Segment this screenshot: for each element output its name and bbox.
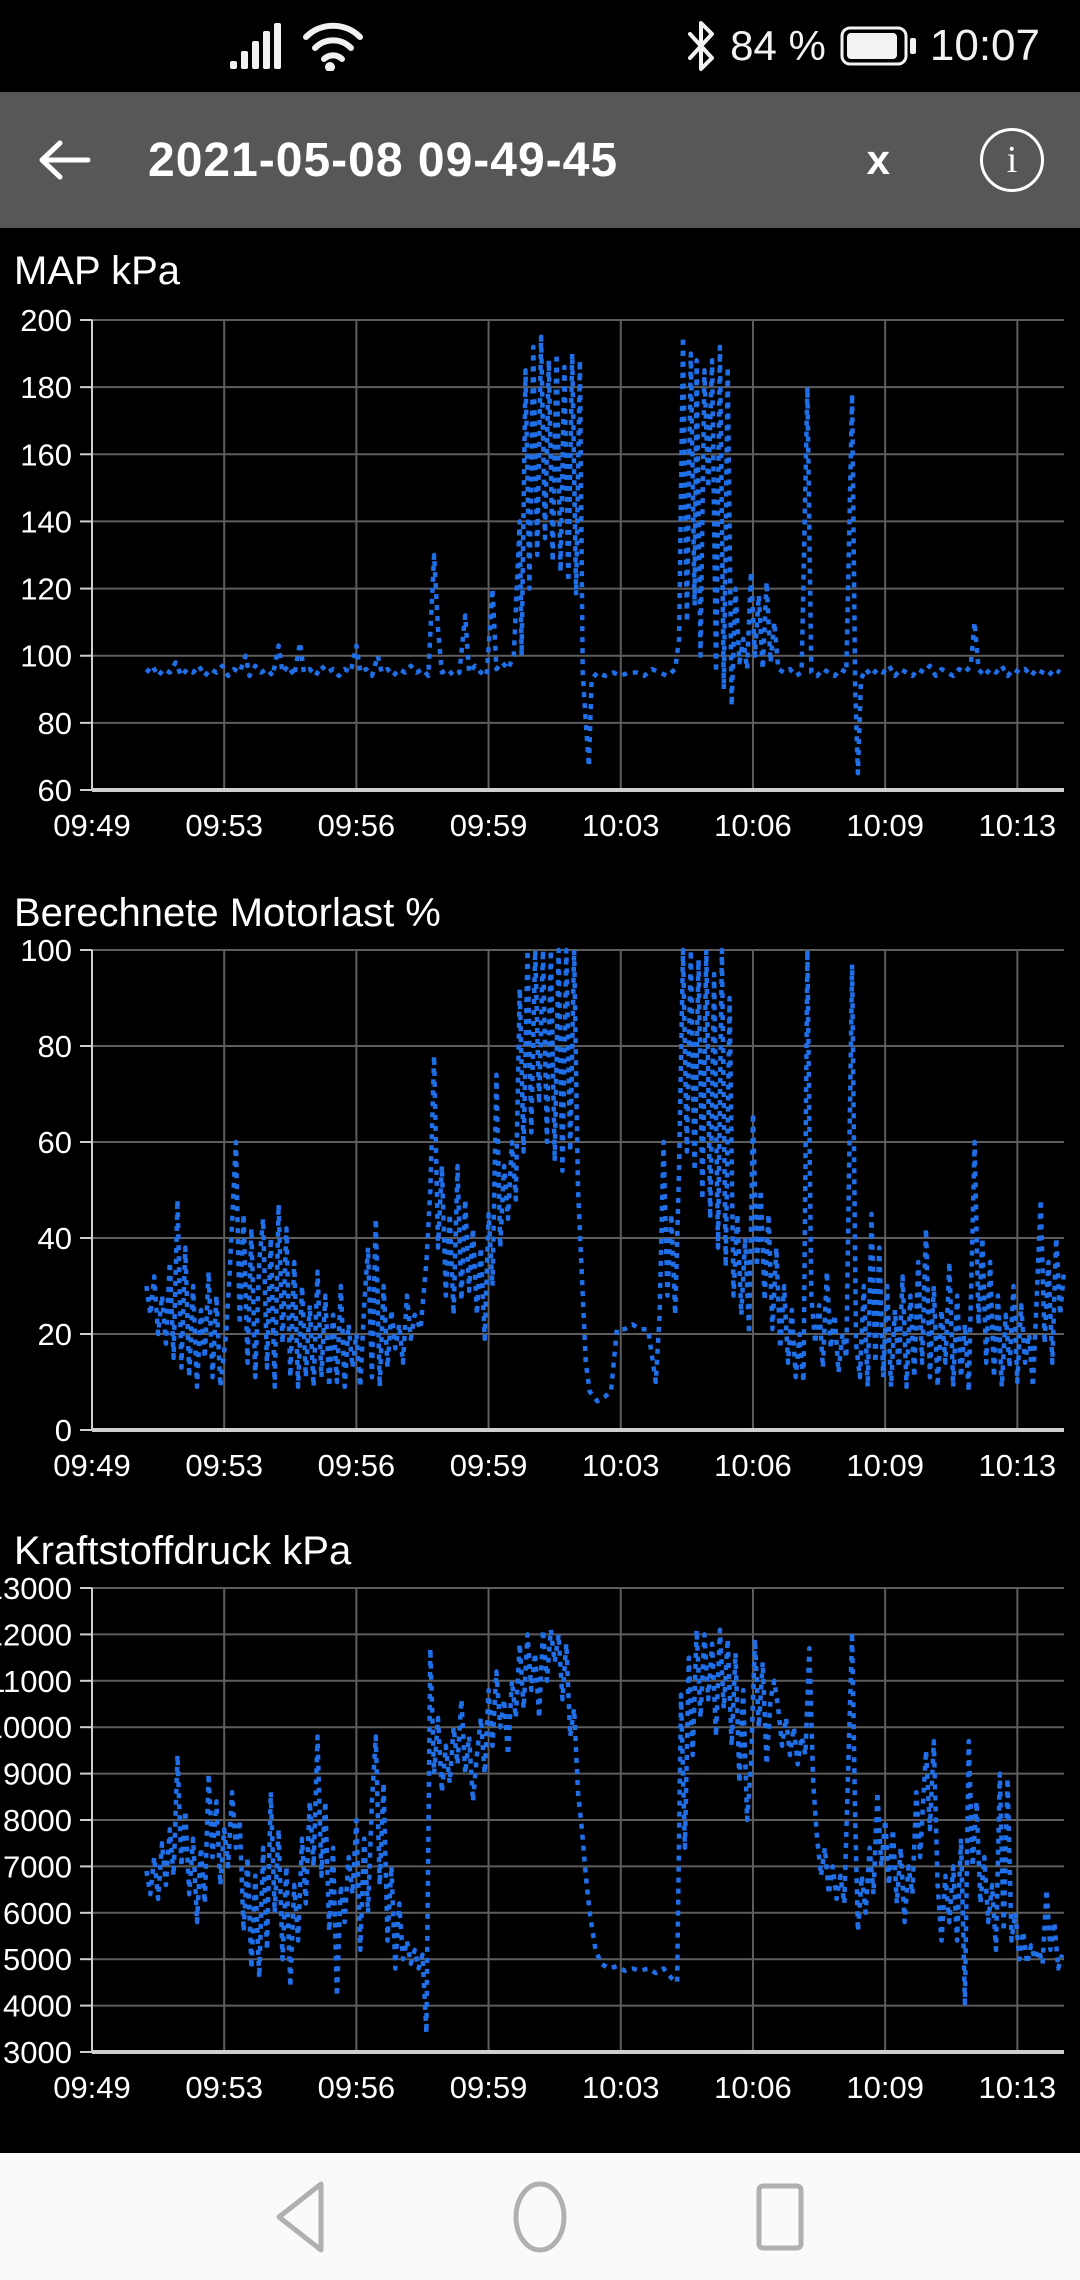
svg-text:10:03: 10:03 (582, 2070, 660, 2105)
info-icon: i (1006, 139, 1018, 181)
svg-text:10:06: 10:06 (714, 1448, 792, 1483)
svg-text:80: 80 (38, 706, 72, 741)
nav-back-icon (276, 2181, 324, 2252)
svg-text:200: 200 (20, 303, 72, 338)
svg-text:140: 140 (20, 504, 72, 539)
svg-text:13000: 13000 (0, 1571, 72, 1606)
svg-text:160: 160 (20, 437, 72, 472)
svg-text:10000: 10000 (0, 1710, 72, 1745)
svg-text:11000: 11000 (0, 1664, 72, 1699)
svg-text:10:03: 10:03 (582, 1448, 660, 1483)
svg-text:10:13: 10:13 (979, 2070, 1057, 2105)
status-bar: 84 % 10:07 (0, 0, 1080, 92)
nav-recents-button[interactable] (700, 2153, 860, 2280)
bluetooth-icon (688, 21, 715, 71)
svg-text:09:53: 09:53 (185, 1448, 263, 1483)
wifi-icon (303, 22, 363, 71)
nav-home-button[interactable] (460, 2153, 620, 2280)
nav-home-icon (513, 2181, 567, 2252)
svg-text:6000: 6000 (3, 1896, 72, 1931)
info-button[interactable]: i (980, 128, 1044, 192)
svg-text:180: 180 (20, 370, 72, 405)
page-title: 2021-05-08 09-49-45 (148, 133, 619, 187)
svg-text:09:53: 09:53 (185, 808, 263, 843)
svg-text:7000: 7000 (3, 1849, 72, 1884)
svg-text:09:53: 09:53 (185, 2070, 263, 2105)
svg-text:4000: 4000 (3, 1989, 72, 2024)
svg-text:60: 60 (38, 1125, 72, 1160)
svg-text:12000: 12000 (0, 1617, 72, 1652)
back-arrow-icon[interactable] (36, 138, 92, 182)
close-button[interactable]: x (866, 136, 890, 183)
svg-text:40: 40 (38, 1221, 72, 1256)
svg-text:10:13: 10:13 (979, 808, 1057, 843)
battery-percent-text: 84 % (730, 22, 826, 69)
svg-text:0: 0 (55, 1413, 72, 1448)
header-bar: 2021-05-08 09-49-45 x i (0, 92, 1080, 228)
svg-text:100: 100 (20, 639, 72, 674)
svg-text:09:59: 09:59 (450, 1448, 528, 1483)
svg-text:Kraftstoffdruck kPa: Kraftstoffdruck kPa (14, 1529, 352, 1573)
status-bar-right: 84 % 10:07 (686, 20, 1040, 72)
svg-text:09:56: 09:56 (318, 2070, 396, 2105)
clock-text: 10:07 (929, 21, 1040, 70)
svg-text:10:03: 10:03 (582, 808, 660, 843)
svg-text:09:59: 09:59 (450, 2070, 528, 2105)
battery-icon (840, 26, 916, 66)
svg-text:10:09: 10:09 (846, 1448, 924, 1483)
chart-motorlast[interactable]: Berechnete Motorlast % 09:49 09:53 09:56 09:… (0, 870, 1080, 1518)
svg-text:09:49: 09:49 (53, 2070, 131, 2105)
svg-text:09:59: 09:59 (450, 808, 528, 843)
svg-text:10:06: 10:06 (714, 2070, 792, 2105)
svg-text:Berechnete Motorlast %: Berechnete Motorlast % (14, 891, 441, 935)
svg-text:09:49: 09:49 (53, 808, 131, 843)
svg-text:9000: 9000 (3, 1757, 72, 1792)
svg-text:20: 20 (38, 1317, 72, 1352)
chart-kraftstoffdruck[interactable]: Kraftstoffdruck kPa 09:49 09:53 09:56 09:59 1… (0, 1508, 1080, 2153)
svg-text:80: 80 (38, 1029, 72, 1064)
svg-text:60: 60 (38, 773, 72, 808)
svg-text:100: 100 (20, 933, 72, 968)
svg-text:3000: 3000 (3, 2035, 72, 2070)
svg-text:09:56: 09:56 (318, 1448, 396, 1483)
svg-text:09:56: 09:56 (318, 808, 396, 843)
svg-text:10:09: 10:09 (846, 2070, 924, 2105)
svg-text:10:09: 10:09 (846, 808, 924, 843)
android-nav-bar (0, 2153, 1080, 2280)
cellular-signal-icon (230, 23, 281, 69)
svg-text:10:13: 10:13 (979, 1448, 1057, 1483)
nav-back-button[interactable] (220, 2153, 380, 2280)
svg-text:10:06: 10:06 (714, 808, 792, 843)
svg-text:120: 120 (20, 572, 72, 607)
nav-recents-icon (756, 2183, 804, 2250)
chart-map[interactable]: MAP kPa 09:49 09:53 09:56 09:59 10:03 10:06 10:… (0, 228, 1080, 890)
svg-text:8000: 8000 (3, 1803, 72, 1838)
svg-text:5000: 5000 (3, 1942, 72, 1977)
svg-text:09:49: 09:49 (53, 1448, 131, 1483)
status-bar-left (230, 21, 364, 71)
svg-text:MAP kPa: MAP kPa (14, 249, 181, 293)
